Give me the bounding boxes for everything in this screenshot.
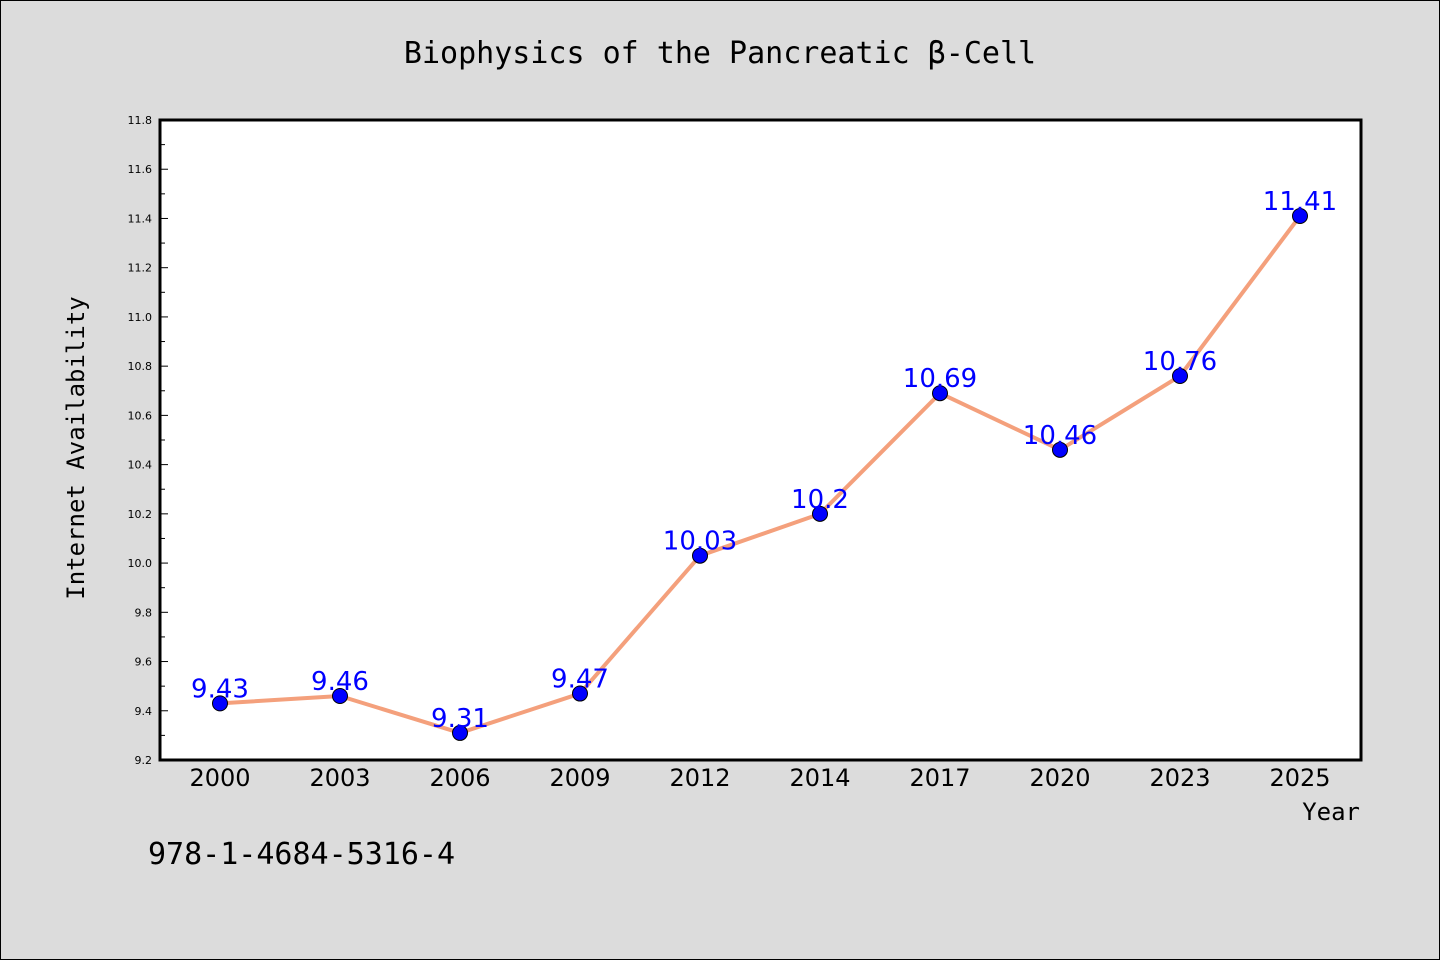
isbn-text: 978-1-4684-5316-4 xyxy=(148,837,455,872)
data-point xyxy=(812,505,828,522)
y-tick-label: 10.8 xyxy=(128,360,153,373)
y-tick-label: 10.2 xyxy=(128,508,153,521)
data-label: 10.2 xyxy=(791,485,849,515)
data-label: 10.69 xyxy=(903,364,977,394)
y-tick-label: 9.6 xyxy=(135,656,153,669)
data-point xyxy=(1052,441,1068,458)
y-tick-label: 10.4 xyxy=(128,459,153,472)
plot-area xyxy=(158,118,1363,762)
x-tick-label: 2012 xyxy=(669,764,730,792)
data-label: 11.41 xyxy=(1263,187,1337,217)
y-tick-label: 9.2 xyxy=(135,754,153,767)
data-point xyxy=(572,685,588,702)
x-axis: 2000 2003 2006 2009 2012 2014 2017 2020 2023 2025 xyxy=(189,764,1330,792)
x-tick-label: 2017 xyxy=(909,764,970,792)
data-point xyxy=(692,547,708,564)
data-label: 9.31 xyxy=(431,704,489,734)
chart-title: Biophysics of the Pancreatic β-Cell xyxy=(404,36,1036,71)
data-label: 9.47 xyxy=(551,665,609,695)
x-tick-label: 2020 xyxy=(1029,764,1090,792)
y-tick-label: 11.4 xyxy=(128,212,153,225)
data-label: 10.03 xyxy=(663,527,737,557)
y-tick-label: 11.0 xyxy=(128,311,153,324)
y-axis-label: Internet Availability xyxy=(62,296,90,599)
x-tick-label: 2014 xyxy=(789,764,850,792)
data-label: 9.46 xyxy=(311,667,369,697)
y-tick-label: 11.8 xyxy=(128,114,153,127)
data-labels-group: 9.43 9.46 9.31 9.47 10.03 10.2 10.69 10.46 10.76… xyxy=(191,187,1337,734)
data-point xyxy=(332,688,348,704)
x-tick-label: 2006 xyxy=(429,764,490,792)
y-tick-label: 11.6 xyxy=(128,163,153,176)
y-tick-label: 11.2 xyxy=(128,262,153,275)
series-line xyxy=(219,214,1302,735)
data-label: 9.43 xyxy=(191,674,249,704)
x-tick-label: 2023 xyxy=(1149,764,1210,792)
y-tick-label: 9.4 xyxy=(135,705,153,718)
x-tick-label: 2003 xyxy=(309,764,370,792)
data-point xyxy=(1292,208,1308,224)
y-tick-label: 10.6 xyxy=(128,409,153,422)
data-label: 10.46 xyxy=(1023,421,1097,451)
x-tick-label: 2025 xyxy=(1269,764,1330,792)
data-label: 10.76 xyxy=(1143,347,1217,377)
data-point xyxy=(212,695,228,712)
data-point xyxy=(1172,368,1188,384)
data-point xyxy=(932,385,948,402)
y-tick-label: 9.8 xyxy=(135,606,153,619)
y-tick-label: 10.0 xyxy=(128,557,153,570)
series-group xyxy=(212,208,1308,741)
y-axis: 9.2 9.4 9.6 9.8 10.0 10.2 10.4 10.6 10.8 11.0 11.2… xyxy=(128,114,168,767)
x-tick-label: 2000 xyxy=(189,764,250,792)
data-point xyxy=(452,724,468,741)
x-axis-label: Year xyxy=(1302,798,1360,826)
x-tick-label: 2009 xyxy=(549,764,610,792)
